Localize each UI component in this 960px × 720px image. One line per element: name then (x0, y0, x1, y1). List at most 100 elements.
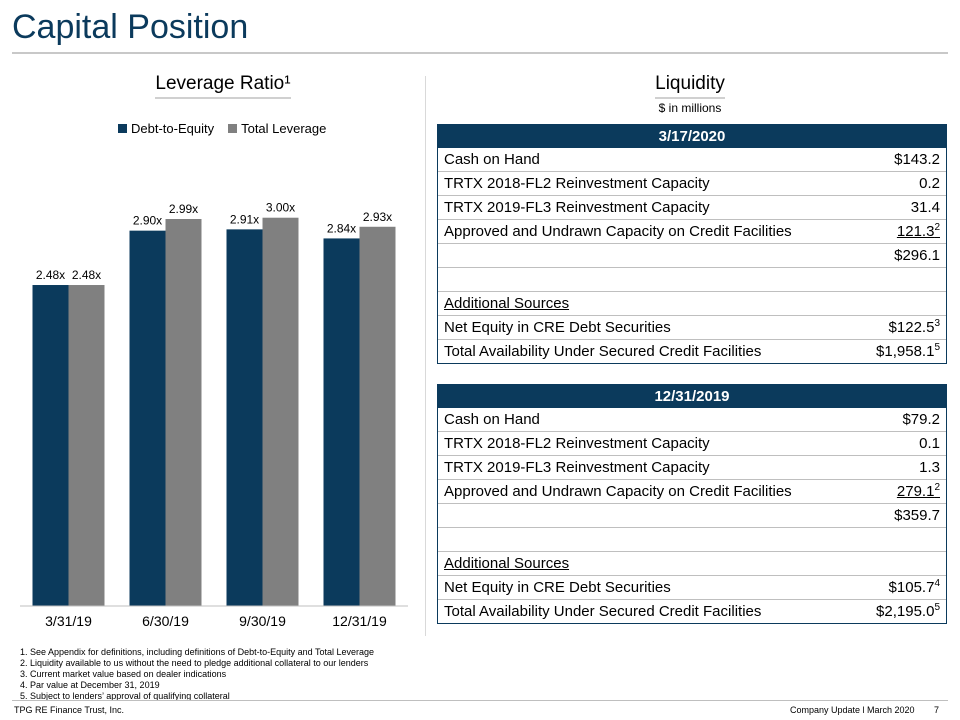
table-row: Cash on Hand $143.2 (438, 148, 946, 171)
row-label: Total Availability Under Secured Credit … (444, 343, 762, 360)
footnote-item: 3. Current market value based on dealer … (20, 669, 227, 679)
footnote-marker: 4 (934, 578, 940, 589)
leverage-section-title: Leverage Ratio¹ (118, 73, 328, 99)
total-value: $296.1 (894, 247, 940, 264)
footnote-marker: 2 (934, 482, 940, 493)
additional-sources-label: Additional Sources (444, 295, 570, 312)
bar-debt-to-equity (323, 238, 360, 606)
bar-debt-to-equity (32, 285, 69, 606)
total-row: $359.7 (438, 503, 946, 527)
additional-sources-row: Additional Sources (438, 551, 946, 575)
row-value-text: 121.3 (896, 223, 935, 240)
legend-label-debt-to-equity: Debt-to-Equity (131, 121, 215, 136)
row-value: 0.2 (919, 172, 940, 195)
table-row: TRTX 2018-FL2 Reinvestment Capacity 0.1 (438, 431, 946, 455)
row-label: Total Availability Under Secured Credit … (444, 603, 762, 620)
page-number: 7 (934, 705, 940, 715)
footnote-item: 4. Par value at December 31, 2019 (20, 680, 160, 690)
data-label-debt-to-equity: 2.48x (36, 268, 65, 282)
table-row: Approved and Undrawn Capacity on Credit … (438, 219, 946, 243)
footnote-marker: 5 (934, 602, 940, 613)
leverage-bar-chart: 2.48x 2.48x 3/31/19 2.90x 2.99x 6/30/19 2.91x 3… (20, 201, 408, 629)
total-row: $296.1 (438, 243, 946, 267)
data-label-total-leverage: 2.93x (363, 210, 392, 224)
table-row: Cash on Hand $79.2 (438, 408, 946, 431)
legend-item-debt-to-equity: Debt-to-Equity (118, 121, 214, 136)
row-value-text: $2,195.0 (876, 603, 935, 620)
liquidity-subtitle: $ in millions (658, 101, 722, 115)
row-value: $122.53 (889, 316, 940, 339)
bar-debt-to-equity (226, 229, 263, 606)
data-label-debt-to-equity: 2.91x (230, 212, 259, 226)
data-label-debt-to-equity: 2.84x (327, 221, 356, 235)
row-value: $105.74 (889, 576, 940, 599)
table-row: TRTX 2019-FL3 Reinvestment Capacity 31.4 (438, 195, 946, 219)
table-header: 3/17/2020 (438, 125, 946, 148)
row-label: Net Equity in CRE Debt Securities (444, 319, 671, 336)
row-label: Approved and Undrawn Capacity on Credit … (444, 483, 792, 500)
data-label-total-leverage: 2.48x (72, 268, 101, 282)
bar-total-leverage (359, 226, 396, 606)
row-label: TRTX 2018-FL2 Reinvestment Capacity (444, 175, 710, 192)
footer-company: TPG RE Finance Trust, Inc. (14, 705, 125, 715)
table-row: Net Equity in CRE Debt Securities $122.53 (438, 315, 946, 339)
footnote-marker: 5 (934, 342, 940, 353)
row-value-text: 1.3 (919, 459, 940, 476)
footnote-item: 5. Subject to lenders’ approval of quali… (20, 691, 230, 701)
blank-row (438, 527, 946, 551)
row-value: 0.1 (919, 432, 940, 455)
footnote-marker: 3 (934, 318, 940, 329)
chart-legend: Debt-to-Equity Total Leverage (118, 121, 326, 136)
bar-debt-to-equity (129, 230, 166, 606)
table-row: Total Availability Under Secured Credit … (438, 599, 946, 623)
row-label: TRTX 2019-FL3 Reinvestment Capacity (444, 459, 710, 476)
row-value: 1.3 (919, 456, 940, 479)
title-divider (12, 52, 948, 54)
bar-total-leverage (165, 219, 202, 606)
x-tick-label: 12/31/19 (332, 613, 387, 629)
row-value-text: $79.2 (902, 411, 940, 428)
data-label-total-leverage: 3.00x (266, 201, 295, 215)
footnote-marker: 2 (934, 222, 940, 233)
table-row: Total Availability Under Secured Credit … (438, 339, 946, 363)
row-value: $1,958.15 (876, 340, 940, 363)
table-row: TRTX 2019-FL3 Reinvestment Capacity 1.3 (438, 455, 946, 479)
bar-total-leverage (262, 217, 299, 606)
row-value: $143.2 (894, 148, 940, 171)
blank-row (438, 267, 946, 291)
table-row: Net Equity in CRE Debt Securities $105.74 (438, 575, 946, 599)
additional-sources-row: Additional Sources (438, 291, 946, 315)
table-header: 12/31/2019 (438, 385, 946, 408)
data-label-debt-to-equity: 2.90x (133, 214, 162, 228)
bar-total-leverage (68, 285, 105, 606)
row-label: TRTX 2018-FL2 Reinvestment Capacity (444, 435, 710, 452)
section-divider (425, 76, 426, 636)
page-title: Capital Position (12, 8, 249, 46)
row-label: Cash on Hand (444, 411, 540, 428)
footer-update: Company Update l March 2020 (790, 705, 915, 715)
row-value-text: 0.1 (919, 435, 940, 452)
row-label: Cash on Hand (444, 151, 540, 168)
row-value: $2,195.05 (876, 600, 940, 623)
row-value: $79.2 (902, 408, 940, 431)
footnote-item: 2. Liquidity available to us without the… (20, 658, 369, 668)
row-value-text: $122.5 (888, 319, 935, 336)
footer-divider (12, 700, 948, 701)
x-tick-label: 6/30/19 (142, 613, 189, 629)
x-tick-label: 3/31/19 (45, 613, 92, 629)
footnotes: 1. See Appendix for definitions, includi… (20, 647, 374, 702)
additional-sources-label: Additional Sources (444, 555, 570, 572)
legend-swatch-total-leverage (228, 124, 238, 133)
row-value-text: $1,958.1 (876, 343, 935, 360)
row-label: Net Equity in CRE Debt Securities (444, 579, 671, 596)
row-value: 279.12 (897, 480, 940, 503)
row-label: TRTX 2019-FL3 Reinvestment Capacity (444, 199, 710, 216)
liquidity-title-text: Liquidity (655, 73, 725, 99)
x-tick-label: 9/30/19 (239, 613, 286, 629)
footnote-item: 1. See Appendix for definitions, includi… (20, 647, 375, 657)
table-row: TRTX 2018-FL2 Reinvestment Capacity 0.2 (438, 171, 946, 195)
row-label: Approved and Undrawn Capacity on Credit … (444, 223, 792, 240)
liquidity-table-prior: 12/31/2019 Cash on Hand $79.2 TRTX 2018-FL2… (437, 384, 947, 624)
liquidity-table-current: 3/17/2020 Cash on Hand $143.2 TRTX 2018-FL2… (437, 124, 947, 364)
liquidity-section-title: Liquidity (610, 73, 770, 99)
